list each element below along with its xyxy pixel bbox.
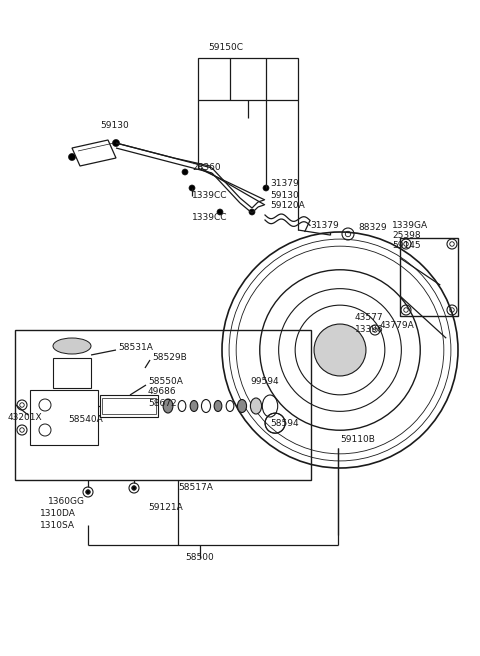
Text: 25398: 25398 [392, 232, 420, 241]
Text: 58517A: 58517A [178, 483, 213, 493]
Text: 58531A: 58531A [118, 344, 153, 352]
Circle shape [263, 185, 269, 191]
Text: 13396: 13396 [355, 325, 384, 335]
Text: 58500: 58500 [186, 554, 215, 562]
Ellipse shape [163, 399, 173, 413]
Text: 59120A: 59120A [270, 201, 305, 211]
Text: 49686: 49686 [148, 388, 177, 396]
Ellipse shape [214, 401, 222, 411]
Text: 99594: 99594 [250, 377, 278, 386]
Circle shape [314, 324, 366, 376]
Circle shape [112, 140, 120, 146]
Ellipse shape [251, 398, 262, 414]
Text: 59110B: 59110B [340, 436, 375, 445]
Bar [400, 238, 458, 316]
Text: 59150C: 59150C [208, 43, 243, 52]
Text: 1310DA: 1310DA [40, 510, 76, 518]
Text: 88329: 88329 [358, 224, 386, 232]
Text: 58540A: 58540A [68, 415, 103, 424]
Text: 59130: 59130 [100, 121, 129, 131]
Ellipse shape [238, 400, 247, 413]
Text: 31379: 31379 [310, 222, 339, 230]
Circle shape [249, 209, 255, 215]
Bar [102, 398, 156, 414]
Text: 59145: 59145 [392, 241, 420, 251]
Text: 59130: 59130 [270, 192, 299, 201]
Text: 1310SA: 1310SA [40, 522, 75, 531]
Text: 58529B: 58529B [152, 354, 187, 363]
Text: 43577: 43577 [355, 314, 384, 323]
Polygon shape [72, 140, 116, 166]
Text: 58550A: 58550A [148, 377, 183, 386]
Circle shape [182, 169, 188, 175]
Text: 28360: 28360 [192, 163, 221, 173]
Text: 1360GG: 1360GG [48, 497, 85, 506]
Bar [198, 58, 298, 100]
Text: 58594: 58594 [270, 419, 299, 428]
Bar [15, 330, 311, 480]
Circle shape [86, 490, 90, 494]
Ellipse shape [190, 401, 198, 411]
Text: 43779A: 43779A [380, 321, 415, 331]
Ellipse shape [53, 338, 91, 354]
Text: 1339CC: 1339CC [192, 192, 228, 201]
Text: 43201X: 43201X [8, 413, 43, 422]
Circle shape [69, 154, 75, 161]
Text: 59121A: 59121A [148, 504, 183, 512]
Text: 1339CC: 1339CC [192, 213, 228, 222]
Bar [30, 390, 98, 445]
Text: 1339GA: 1339GA [392, 222, 428, 230]
Bar [53, 358, 91, 388]
Circle shape [217, 209, 223, 215]
Circle shape [132, 486, 136, 490]
Text: 31379: 31379 [270, 180, 299, 188]
Text: 58672: 58672 [148, 398, 177, 407]
Circle shape [189, 185, 195, 191]
Bar [100, 395, 158, 417]
